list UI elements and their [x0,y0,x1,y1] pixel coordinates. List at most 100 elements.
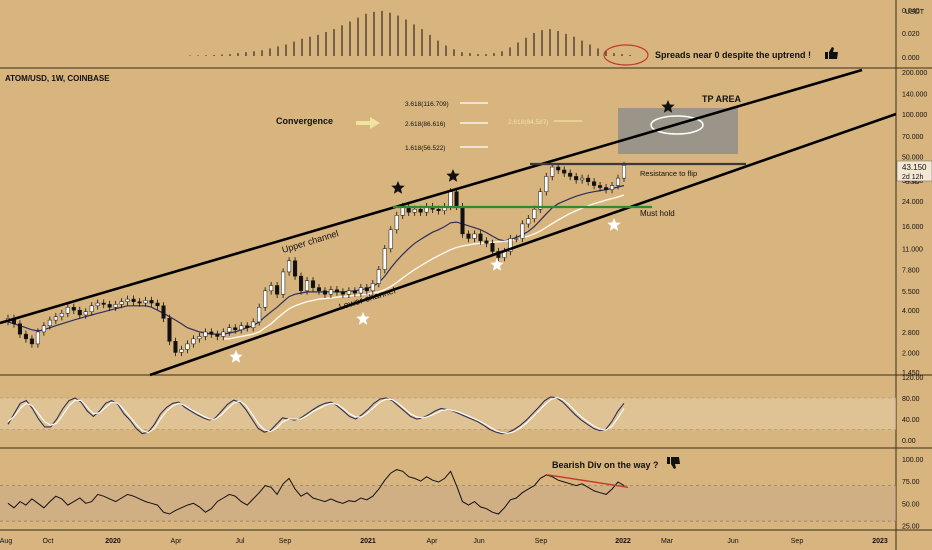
candle-down [568,172,573,177]
stoch-tick-label: 40.00 [902,417,920,424]
candle-down [77,309,82,316]
candle-up [508,238,513,252]
candle-up [197,336,202,340]
rsi-tick-label: 25.00 [902,524,920,531]
candle-up [185,343,190,350]
candle-up [263,290,268,308]
candle-up [203,331,208,337]
candle-down [107,304,112,308]
spread-histogram: 0.040 0.020 0.000 [189,8,920,62]
candle-up [59,313,64,317]
candle-down [310,280,316,288]
rsi-tick-label: 100.00 [902,457,924,464]
candle-down [215,333,220,337]
candle-up [615,177,621,186]
candle-up [621,165,627,179]
candle-down [71,306,76,311]
candle-down [299,275,304,292]
time-tick-label: Sep [791,538,804,545]
candle-up [550,166,555,177]
candle-down [586,177,591,182]
convergence-label: Convergence [276,116,333,126]
candle-down [23,333,28,340]
pivot-markers [229,100,675,363]
candle-down [460,206,465,235]
candle-up [89,305,94,313]
price-tick-label: 100.000 [902,112,927,119]
candle-up [179,349,184,353]
rsi-pane: 100.00 75.00 50.00 25.00 [0,457,924,531]
candle-down [418,208,423,213]
candle-up [520,223,525,239]
candle-down [101,302,106,305]
candle-down [334,289,339,293]
candle-down [137,301,142,304]
bar-countdown: 2d 12h [902,174,924,181]
candle-up [41,325,46,333]
candle-down [490,243,495,252]
candle-down [340,291,345,295]
time-tick-label: Sep [279,538,292,545]
candle-up [143,300,148,304]
price-tick-label: 1.450 [902,370,920,377]
time-tick-label: Sep [535,538,548,545]
candle-up [532,208,537,219]
ma-fast-line [223,194,625,340]
channel-lower-line [149,112,897,377]
rsi-line [7,469,625,515]
candle-up [191,338,196,345]
candle-up [221,331,226,337]
candle-up [376,269,381,284]
spreads-note: Spreads near 0 despite the uptrend ! [655,50,811,60]
fib-level-label: 3.618(116.709) [405,101,449,108]
price-tick-label: 200.000 [902,70,927,77]
price-tick-label: 11.000 [902,247,923,254]
time-tick-label: Jun [473,538,484,545]
candle-up [346,290,351,295]
time-tick-label: Aug [0,538,12,545]
candle-up [47,319,52,326]
candle-down [598,185,603,188]
candle-down [352,290,357,294]
must-hold-label: Must hold [640,209,675,218]
price-tick-label: 2.000 [902,350,920,357]
candle-up [544,176,549,192]
price-tick-label: 50.000 [902,154,924,161]
stoch-k-line [7,396,625,435]
price-unit-label: USD [905,179,920,186]
tp-area-ellipse [650,115,704,135]
candle-up [269,285,274,292]
candle-down [293,260,298,277]
time-tick-label: Jul [236,538,245,545]
candle-down [209,331,214,335]
bottom-star-icon [356,312,370,325]
candle-up [580,177,585,181]
candle-down [316,287,322,292]
price-tick-label: 24.000 [902,199,924,206]
candle-up [227,327,232,333]
time-tick-label: 2022 [615,538,631,545]
candle-down [592,181,597,186]
candle-up [65,306,70,314]
top-star-icon [446,169,460,182]
candle-down [167,318,172,342]
candle-up [514,238,519,240]
tp-area-box [618,108,738,154]
stoch-tick-label: 120.00 [902,375,924,382]
candle-down [484,240,489,244]
price-tick-label: 2.800 [902,330,920,337]
candle-up [370,283,375,292]
price-tick-label: 4.000 [902,308,920,315]
candle-down [436,208,441,211]
top-star-icon [661,100,675,113]
thumbs-up-icon [825,47,838,59]
stoch-d-line [7,396,625,434]
candle-down [161,305,166,319]
stoch-tick-label: 80.00 [902,396,920,403]
current-price: 43.150 [902,163,927,172]
bottom-star-icon [229,350,243,363]
spread-tick-label: 0.000 [902,55,920,62]
price-axis: 200.000140.000100.00070.00050.00034.0002… [902,70,927,377]
time-tick-label: Apr [171,538,183,545]
